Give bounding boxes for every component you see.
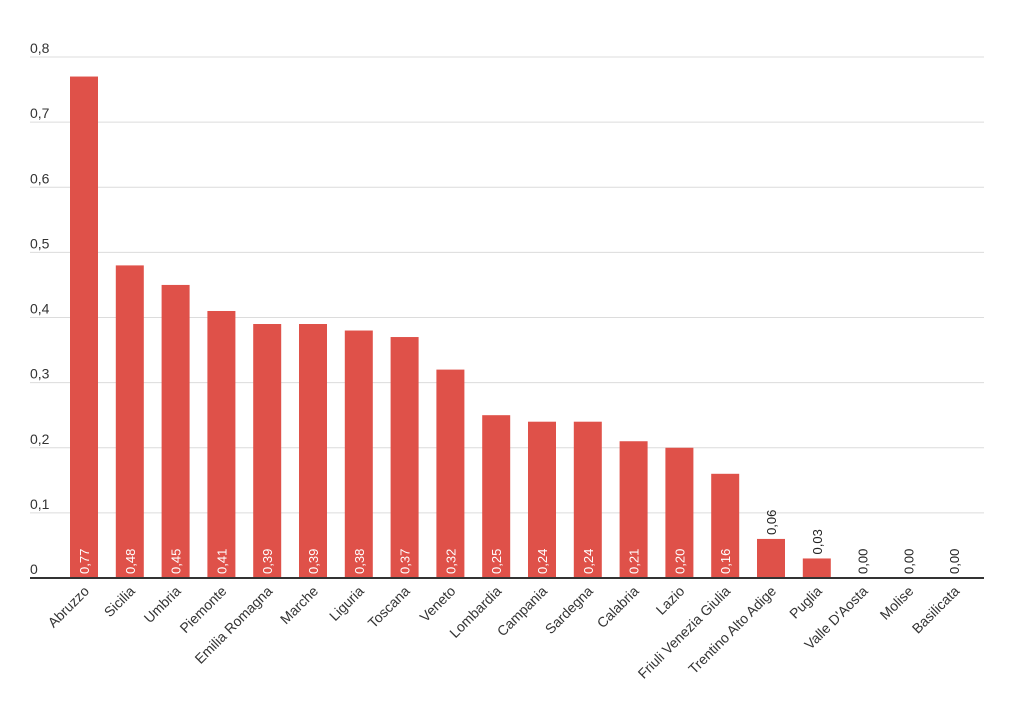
x-tick-label: Umbria — [140, 583, 183, 626]
x-tick-label: Marche — [277, 583, 321, 627]
bar — [207, 310, 236, 578]
data-label: 0,20 — [672, 549, 687, 574]
bar — [619, 441, 648, 578]
data-label: 0,00 — [901, 549, 916, 574]
data-label: 0,00 — [856, 549, 871, 574]
y-tick-label: 0 — [30, 561, 38, 577]
x-tick-label: Lazio — [653, 583, 688, 618]
y-tick-label: 0,8 — [30, 40, 50, 56]
x-tick-label: Molise — [877, 583, 917, 623]
x-tick-label: Liguria — [326, 583, 367, 624]
x-tick-label: Trentino Alto Adige — [685, 583, 779, 677]
bar — [390, 337, 419, 578]
data-label: 0,39 — [260, 549, 275, 574]
bar — [115, 265, 144, 578]
data-label: 0,32 — [443, 549, 458, 574]
data-label: 0,45 — [169, 549, 184, 574]
bar — [299, 324, 327, 578]
bar — [665, 447, 694, 578]
x-tick-label: Campania — [494, 583, 551, 640]
data-label: 0,16 — [718, 549, 733, 574]
data-label: 0,00 — [947, 549, 962, 574]
x-tick-label: Toscana — [365, 583, 413, 631]
bar — [528, 421, 556, 578]
y-tick-label: 0,4 — [30, 301, 50, 317]
y-tick-label: 0,7 — [30, 105, 50, 121]
x-tick-label: Emilia Romagna — [191, 583, 275, 667]
x-tick-label: Veneto — [416, 583, 458, 625]
bar — [757, 538, 785, 578]
bar — [573, 421, 602, 578]
data-labels: 0,77 0,48 0,45 0,41 0,39 0,39 0,38 0,37 0,32 0,25… — [77, 510, 962, 574]
y-axis-tick-labels: 0 0,1 0,2 0,3 0,4 0,5 0,6 0,7 0,8 — [30, 40, 50, 577]
data-label: 0,03 — [810, 529, 825, 554]
bar — [70, 76, 98, 578]
data-label: 0,25 — [489, 549, 504, 574]
data-label: 0,24 — [581, 549, 596, 574]
y-tick-label: 0,6 — [30, 170, 50, 186]
y-tick-label: 0,3 — [30, 366, 50, 382]
x-tick-label: Sardegna — [542, 583, 596, 637]
x-tick-label: Basilicata — [909, 583, 963, 637]
x-tick-label: Sicilia — [101, 583, 138, 620]
data-label: 0,06 — [764, 510, 779, 535]
bar — [161, 284, 190, 578]
data-label: 0,24 — [535, 549, 550, 574]
data-label: 0,41 — [214, 549, 229, 574]
data-label: 0,48 — [123, 549, 138, 574]
x-tick-label: Puglia — [786, 583, 825, 622]
x-tick-label: Abruzzo — [44, 583, 92, 631]
data-label: 0,77 — [77, 549, 92, 574]
data-label: 0,21 — [627, 549, 642, 574]
y-tick-label: 0,1 — [30, 496, 50, 512]
data-label: 0,39 — [306, 549, 321, 574]
y-tick-label: 0,2 — [30, 431, 50, 447]
bar — [344, 330, 373, 578]
bars — [70, 76, 831, 578]
data-label: 0,38 — [352, 549, 367, 574]
bar — [711, 473, 740, 578]
data-label: 0,37 — [398, 549, 413, 574]
x-tick-label: Calabria — [594, 583, 642, 631]
bar — [436, 369, 465, 578]
bar — [802, 558, 831, 578]
bar — [253, 324, 282, 578]
y-tick-label: 0,5 — [30, 235, 50, 251]
bar — [482, 415, 511, 578]
